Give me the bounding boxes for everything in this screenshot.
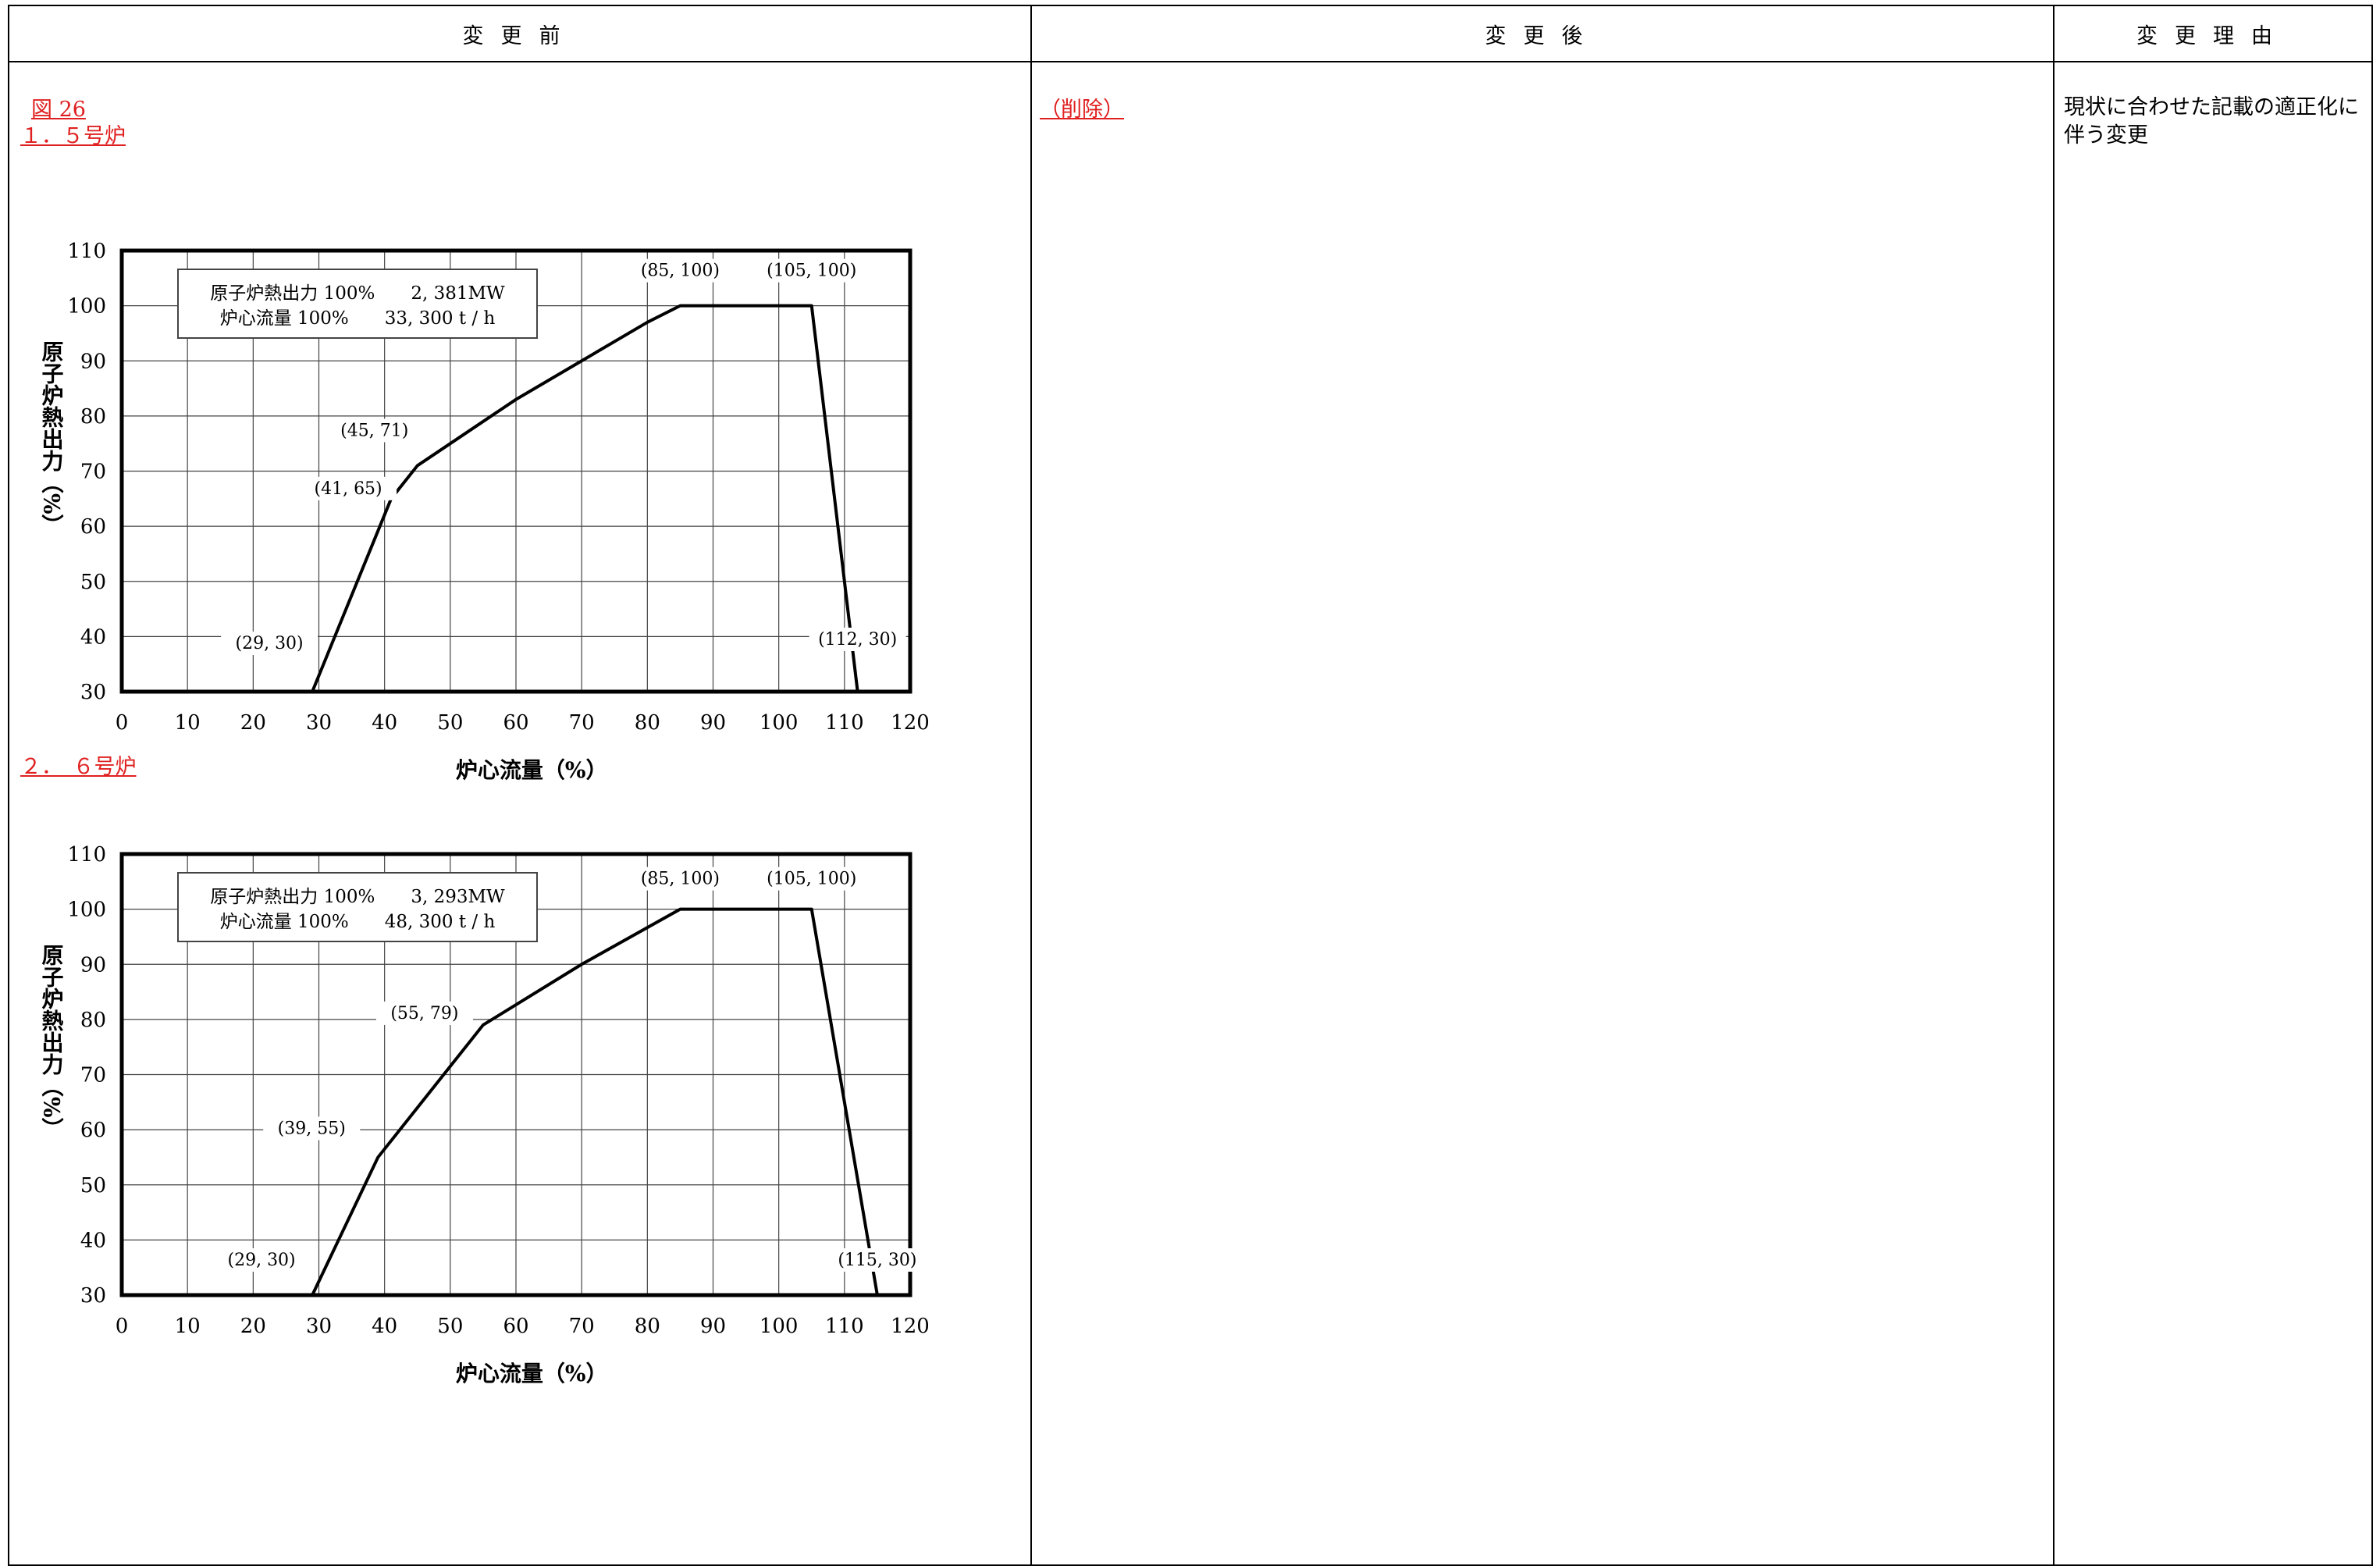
before-cell: 図 26 １．５号炉 0 10 20 30 40 50 60 70 80 90 100 110 120 3… — [8, 61, 1032, 1566]
info-box — [177, 269, 538, 339]
annotation-bg — [263, 1116, 361, 1141]
point-annotation: (115, 30) — [838, 1251, 916, 1270]
y-tick-label: 50 — [80, 571, 106, 594]
x-tick-label: 90 — [700, 1315, 726, 1338]
x-tick-label: 0 — [116, 711, 129, 735]
annotation-bg — [213, 1248, 311, 1272]
annotation-bg — [763, 258, 860, 283]
annotation-bg — [631, 867, 729, 891]
chart-unit-5: 0 10 20 30 40 50 60 70 80 90 100 110 120 30 40 50 60 70 80… — [39, 240, 930, 783]
annotation-bg — [828, 1248, 926, 1272]
y-tick-label: 90 — [80, 953, 106, 977]
point-annotation: (45, 71) — [340, 421, 408, 440]
info-box-line-2: 炉心流量 100% 48, 300 t / h — [220, 912, 496, 932]
y-tick-label: 40 — [80, 625, 106, 649]
annotation-bg — [763, 867, 860, 891]
x-axis-label: 炉心流量（%） — [456, 1361, 608, 1386]
x-tick-label: 60 — [503, 1315, 528, 1338]
point-annotation: (105, 100) — [767, 870, 856, 889]
x-tick-label: 20 — [240, 1315, 266, 1338]
annotation-bg — [221, 632, 318, 655]
series-line — [311, 304, 859, 692]
chart-unit-6: 0 10 20 30 40 50 60 70 80 90 100 110 120 30 40 50 60 70 80… — [39, 843, 930, 1386]
x-tick-label: 110 — [825, 711, 864, 735]
x-tick-label: 40 — [372, 1315, 397, 1338]
header-reason: 変更理由 — [2053, 5, 2373, 62]
plot-frame — [119, 852, 913, 1297]
y-tick-label: 70 — [80, 1064, 106, 1087]
x-tick-label: 30 — [306, 711, 332, 735]
y-tick-label: 110 — [67, 240, 106, 263]
info-box-line-1: 原子炉熱出力 100% 2, 381MW — [210, 283, 505, 304]
x-tick-label: 70 — [569, 1315, 595, 1338]
annotation-bg — [326, 418, 423, 443]
figure-label: 図 26 — [31, 98, 86, 122]
annotation-bg — [300, 476, 397, 500]
content-row: 図 26 １．５号炉 0 10 20 30 40 50 60 70 80 90 100 110 120 3… — [8, 61, 2373, 1566]
annotation-bg — [809, 628, 906, 651]
x-tick-label: 90 — [700, 711, 726, 735]
x-axis-label: 炉心流量（%） — [456, 757, 608, 783]
annotation-bg — [631, 258, 729, 283]
y-tick-label: 100 — [67, 899, 106, 922]
section-2-title: ２． ６号炉 — [20, 755, 137, 779]
x-tick-label: 50 — [437, 1315, 463, 1338]
y-tick-label: 40 — [80, 1229, 106, 1252]
x-tick-label: 100 — [760, 711, 799, 735]
series-line — [311, 907, 879, 1296]
header-row: 変更前 変更後 変更理由 — [8, 5, 2373, 62]
y-axis-label: 原子炉熱出力（%） — [39, 340, 65, 536]
point-annotation: (39, 55) — [278, 1119, 346, 1138]
reason-cell: 現状に合わせた記載の適正化に伴う変更 — [2053, 61, 2373, 1566]
y-tick-label: 70 — [80, 461, 106, 484]
point-annotation: (85, 100) — [641, 870, 720, 889]
y-tick-label: 80 — [80, 405, 106, 429]
y-tick-label: 60 — [80, 515, 106, 539]
x-tick-label: 110 — [825, 1315, 864, 1338]
reason-text: 現状に合わせた記載の適正化に伴う変更 — [2064, 95, 2359, 148]
y-tick-label: 30 — [80, 1284, 106, 1308]
point-annotation: (29, 30) — [228, 1251, 296, 1270]
x-tick-label: 40 — [372, 711, 397, 735]
x-tick-label: 0 — [116, 1315, 129, 1338]
comparison-table: 変更前 変更後 変更理由 図 26 １．５号炉 0 10 20 30 40 50 60 70 8… — [8, 5, 2373, 1566]
point-annotation: (55, 79) — [390, 1004, 458, 1023]
y-tick-label: 30 — [80, 681, 106, 704]
y-tick-label: 80 — [80, 1009, 106, 1032]
x-tick-label: 70 — [569, 711, 595, 735]
info-box-line-2: 炉心流量 100% 33, 300 t / h — [220, 308, 496, 329]
y-tick-label: 60 — [80, 1119, 106, 1142]
x-tick-label: 10 — [175, 711, 201, 735]
point-annotation: (85, 100) — [641, 262, 720, 281]
y-tick-label: 110 — [67, 843, 106, 867]
header-before: 変更前 — [8, 5, 1032, 62]
point-annotation: (41, 65) — [315, 479, 382, 499]
after-cell: （削除） — [1030, 61, 2054, 1566]
x-tick-label: 120 — [891, 711, 930, 735]
y-tick-label: 90 — [80, 350, 106, 373]
annotation-bg — [375, 1001, 473, 1025]
header-after: 変更後 — [1030, 5, 2054, 62]
point-annotation: (29, 30) — [236, 634, 304, 653]
x-tick-label: 80 — [635, 1315, 660, 1338]
x-tick-label: 30 — [306, 1315, 332, 1338]
x-tick-label: 100 — [760, 1315, 799, 1338]
point-annotation: (112, 30) — [818, 630, 897, 650]
x-tick-label: 60 — [503, 711, 528, 735]
info-box — [177, 872, 538, 942]
y-tick-label: 50 — [80, 1174, 106, 1198]
section-1-title: １．５号炉 — [20, 124, 126, 148]
x-tick-label: 50 — [437, 711, 463, 735]
point-annotation: (105, 100) — [767, 262, 856, 281]
x-tick-label: 20 — [240, 711, 266, 735]
x-tick-label: 80 — [635, 711, 660, 735]
x-tick-label: 10 — [175, 1315, 201, 1338]
info-box-line-1: 原子炉熱出力 100% 3, 293MW — [210, 887, 505, 907]
y-tick-label: 100 — [67, 295, 106, 319]
plot-frame — [119, 248, 913, 694]
x-tick-label: 120 — [891, 1315, 930, 1338]
y-axis-label: 原子炉熱出力（%） — [39, 944, 65, 1140]
deleted-note: （削除） — [1040, 98, 1124, 122]
